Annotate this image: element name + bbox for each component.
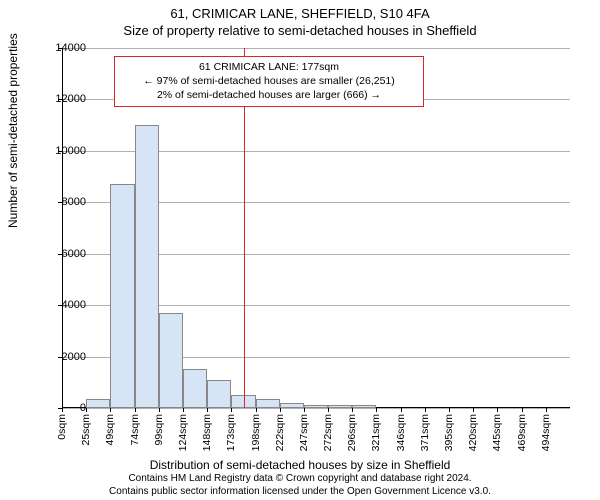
xtick-label: 173sqm [225, 414, 237, 451]
xtick-label: 272sqm [322, 414, 334, 451]
xtick-mark [280, 408, 281, 412]
attribution-footer: Contains HM Land Registry data © Crown c… [0, 473, 600, 498]
histogram-bar [135, 125, 159, 408]
xtick-mark [304, 408, 305, 412]
histogram-bar [280, 403, 304, 408]
histogram-bar [207, 380, 231, 408]
histogram-bar [328, 405, 352, 408]
x-axis-label: Distribution of semi-detached houses by … [0, 458, 600, 472]
xtick-label: 49sqm [104, 414, 116, 446]
xtick-label: 99sqm [153, 414, 165, 446]
xtick-label: 247sqm [298, 414, 310, 451]
xtick-label: 346sqm [395, 414, 407, 451]
xtick-mark [328, 408, 329, 412]
ytick-label: 14000 [42, 42, 86, 54]
xtick-label: 445sqm [491, 414, 503, 451]
y-axis-label: Number of semi-detached properties [6, 33, 20, 228]
ytick-label: 2000 [42, 351, 86, 363]
ytick-label: 4000 [42, 299, 86, 311]
callout-box: 61 CRIMICAR LANE: 177sqm← 97% of semi-de… [114, 56, 424, 107]
histogram-bar [304, 405, 328, 408]
xtick-label: 420sqm [467, 414, 479, 451]
xtick-label: 198sqm [250, 414, 262, 451]
chart-plot-area: 0sqm25sqm49sqm74sqm99sqm124sqm148sqm173s… [62, 48, 570, 408]
xtick-mark [425, 408, 426, 412]
ytick-label: 12000 [42, 93, 86, 105]
callout-line-1: 61 CRIMICAR LANE: 177sqm [121, 60, 417, 74]
title-address: 61, CRIMICAR LANE, SHEFFIELD, S10 4FA [0, 6, 600, 23]
xtick-mark [256, 408, 257, 412]
callout-line-3: 2% of semi-detached houses are larger (6… [121, 88, 417, 102]
xtick-mark [376, 408, 377, 412]
xtick-mark [449, 408, 450, 412]
xtick-label: 469sqm [516, 414, 528, 451]
histogram-bar [183, 369, 207, 408]
xtick-mark [473, 408, 474, 412]
histogram-bar [256, 399, 280, 408]
gridline [62, 408, 570, 409]
xtick-label: 124sqm [177, 414, 189, 451]
xtick-mark [522, 408, 523, 412]
xtick-mark [231, 408, 232, 412]
xtick-mark [110, 408, 111, 412]
footer-line-1: Contains HM Land Registry data © Crown c… [0, 473, 600, 486]
xtick-mark [183, 408, 184, 412]
ytick-label: 8000 [42, 196, 86, 208]
xtick-mark [86, 408, 87, 412]
callout-line-2: ← 97% of semi-detached houses are smalle… [121, 74, 417, 88]
histogram-bar [352, 405, 376, 408]
xtick-mark [401, 408, 402, 412]
ytick-label: 6000 [42, 248, 86, 260]
xtick-label: 321sqm [370, 414, 382, 451]
xtick-mark [546, 408, 547, 412]
xtick-mark [352, 408, 353, 412]
histogram-bar [110, 184, 134, 408]
histogram-bar [159, 313, 183, 408]
chart-titles: 61, CRIMICAR LANE, SHEFFIELD, S10 4FA Si… [0, 0, 600, 40]
gridline [62, 48, 570, 49]
xtick-label: 395sqm [443, 414, 455, 451]
xtick-label: 222sqm [274, 414, 286, 451]
xtick-mark [497, 408, 498, 412]
ytick-label: 10000 [42, 145, 86, 157]
xtick-label: 296sqm [346, 414, 358, 451]
xtick-label: 74sqm [129, 414, 141, 446]
title-subtitle: Size of property relative to semi-detach… [0, 23, 600, 40]
xtick-mark [159, 408, 160, 412]
histogram-bar [86, 399, 110, 408]
ytick-label: 0 [42, 402, 86, 414]
xtick-mark [207, 408, 208, 412]
xtick-label: 148sqm [201, 414, 213, 451]
xtick-label: 494sqm [540, 414, 552, 451]
xtick-mark [135, 408, 136, 412]
xtick-label: 0sqm [56, 414, 68, 440]
xtick-label: 25sqm [80, 414, 92, 446]
footer-line-2: Contains public sector information licen… [0, 486, 600, 499]
xtick-label: 371sqm [419, 414, 431, 451]
